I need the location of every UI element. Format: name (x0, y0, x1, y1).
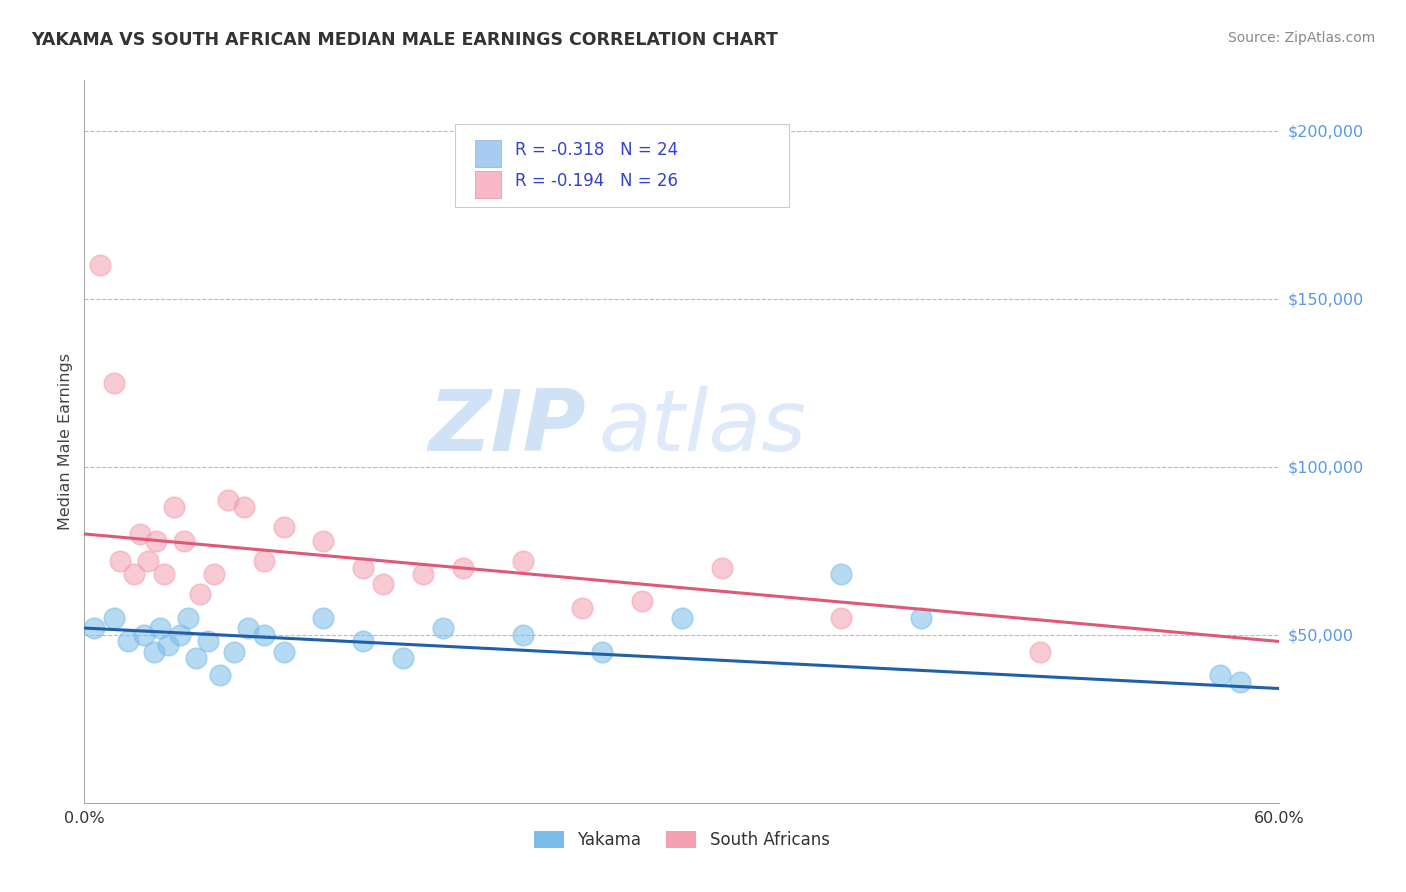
Point (153, 567, 176, 582)
Point (512, 554, 534, 568)
Point (312, 533, 335, 548)
Point (1029, 644, 1052, 658)
Point (163, 500, 186, 514)
Point (110, 554, 132, 568)
Point (352, 560, 374, 574)
Point (273, 644, 295, 658)
Point (1209, 668, 1232, 682)
Point (145, 533, 167, 548)
Point (169, 628, 191, 642)
FancyBboxPatch shape (456, 124, 790, 207)
Point (188, 587, 211, 601)
Point (122, 567, 145, 582)
Point (671, 611, 693, 625)
Legend: Yakama, South Africans: Yakama, South Africans (527, 824, 837, 856)
Point (432, 621, 454, 635)
Point (103, 611, 125, 625)
Point (710, 560, 733, 574)
Point (312, 611, 335, 625)
Point (208, 668, 231, 682)
Point (273, 520, 295, 534)
Point (202, 567, 225, 582)
Text: ZIP: ZIP (429, 385, 586, 468)
Point (89, 258, 111, 272)
Point (571, 600, 593, 615)
Point (253, 628, 276, 642)
Text: R = -0.318   N = 24: R = -0.318 N = 24 (515, 141, 678, 160)
Point (373, 577, 395, 591)
Point (232, 500, 254, 514)
Point (830, 611, 852, 625)
Point (412, 567, 434, 582)
Point (392, 651, 415, 665)
Point (217, 493, 239, 508)
Point (177, 611, 200, 625)
Text: R = -0.194   N = 26: R = -0.194 N = 26 (515, 172, 678, 190)
Point (149, 621, 172, 635)
Point (184, 651, 207, 665)
Text: atlas: atlas (599, 385, 806, 468)
Point (173, 533, 195, 548)
Point (512, 628, 534, 642)
Bar (475, 170, 502, 198)
Point (591, 644, 613, 658)
Point (222, 644, 245, 658)
Point (910, 611, 932, 625)
Point (253, 554, 276, 568)
Point (631, 594, 654, 608)
Point (129, 527, 152, 541)
Point (236, 621, 259, 635)
Text: Source: ZipAtlas.com: Source: ZipAtlas.com (1227, 31, 1375, 45)
Point (83, 621, 105, 635)
Text: YAKAMA VS SOUTH AFRICAN MEDIAN MALE EARNINGS CORRELATION CHART: YAKAMA VS SOUTH AFRICAN MEDIAN MALE EARN… (31, 31, 778, 49)
Point (143, 644, 166, 658)
Point (830, 567, 852, 582)
Point (451, 560, 474, 574)
Point (197, 634, 219, 648)
Point (352, 634, 374, 648)
Y-axis label: Median Male Earnings: Median Male Earnings (58, 353, 73, 530)
Bar (475, 139, 502, 167)
Point (132, 628, 156, 642)
Point (157, 638, 180, 652)
Point (117, 634, 139, 648)
Point (103, 376, 125, 390)
Point (136, 554, 159, 568)
Point (1229, 674, 1251, 689)
